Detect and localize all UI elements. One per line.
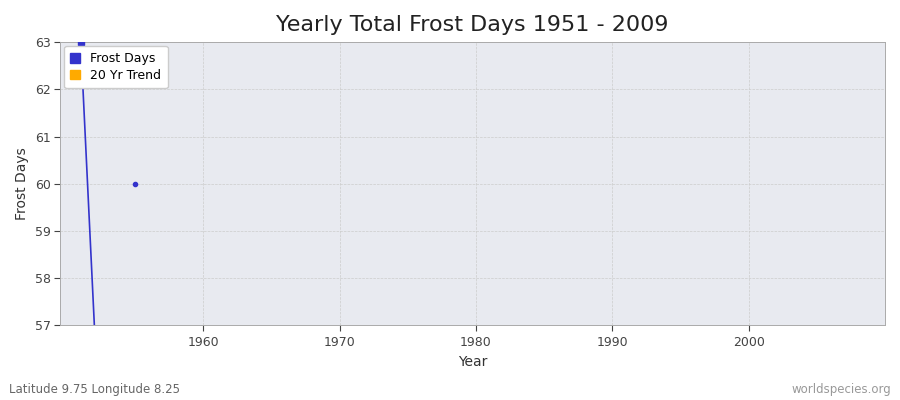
Legend: Frost Days, 20 Yr Trend: Frost Days, 20 Yr Trend — [64, 46, 167, 88]
Text: Latitude 9.75 Longitude 8.25: Latitude 9.75 Longitude 8.25 — [9, 383, 180, 396]
Y-axis label: Frost Days: Frost Days — [15, 147, 29, 220]
Title: Yearly Total Frost Days 1951 - 2009: Yearly Total Frost Days 1951 - 2009 — [276, 15, 669, 35]
X-axis label: Year: Year — [458, 355, 487, 369]
Text: worldspecies.org: worldspecies.org — [791, 383, 891, 396]
